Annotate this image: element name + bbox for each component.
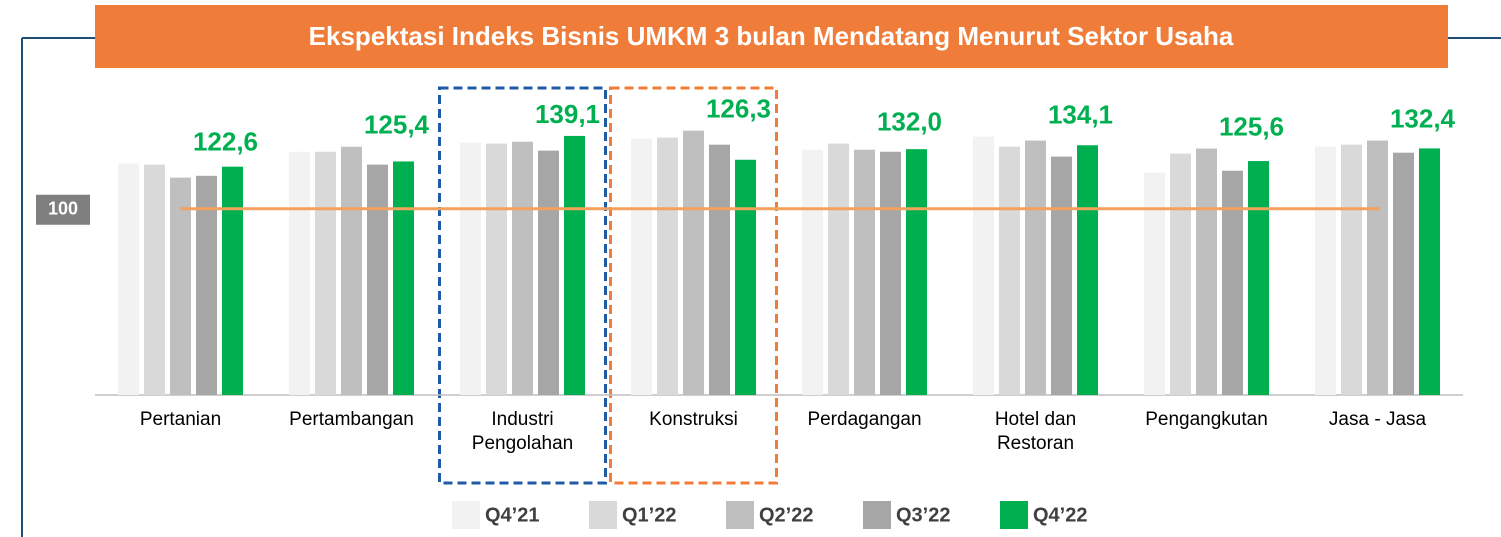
bar bbox=[564, 135, 585, 395]
legend-label: Q1’22 bbox=[622, 504, 676, 526]
x-tick-label: Pertanian bbox=[139, 409, 222, 430]
legend-label: Q2’22 bbox=[759, 504, 813, 526]
bar bbox=[1051, 156, 1072, 395]
bar bbox=[631, 138, 652, 395]
bar bbox=[315, 151, 336, 395]
bar bbox=[1315, 146, 1336, 395]
bar bbox=[735, 159, 756, 395]
bar bbox=[341, 146, 362, 395]
bar bbox=[1077, 145, 1098, 395]
x-tick-label: Hotel dan Restoran bbox=[994, 409, 1077, 454]
bar bbox=[118, 163, 139, 395]
bar bbox=[486, 143, 507, 395]
data-label: 122,6 bbox=[193, 127, 258, 157]
bar bbox=[683, 130, 704, 395]
bar bbox=[657, 137, 678, 396]
data-label: 125,6 bbox=[1219, 111, 1284, 141]
bar bbox=[196, 175, 217, 395]
bar bbox=[854, 149, 875, 395]
bar bbox=[538, 150, 559, 395]
bar bbox=[393, 161, 414, 395]
bar bbox=[880, 151, 901, 395]
title-banner bbox=[95, 5, 1448, 68]
legend-label: Q4’22 bbox=[1033, 504, 1087, 526]
x-tick-label: Jasa - Jasa bbox=[1328, 409, 1427, 430]
bar bbox=[802, 149, 823, 395]
bar bbox=[1248, 161, 1269, 395]
data-label: 139,1 bbox=[535, 99, 600, 129]
x-tick-label: Perdagangan bbox=[807, 409, 922, 430]
data-label: 125,4 bbox=[364, 110, 430, 140]
legend-swatch bbox=[452, 501, 480, 529]
x-tick-label: Konstruksi bbox=[649, 409, 738, 430]
x-tick-label: Industri Pengolahan bbox=[471, 409, 574, 454]
highlight-box bbox=[609, 86, 778, 485]
highlight-box bbox=[438, 86, 607, 485]
bar bbox=[999, 146, 1020, 395]
data-label: 132,0 bbox=[877, 106, 942, 136]
bar bbox=[709, 144, 730, 395]
legend-label: Q4’21 bbox=[485, 504, 539, 526]
bar bbox=[973, 136, 994, 395]
bar bbox=[1196, 148, 1217, 395]
legend-label: Q3’22 bbox=[896, 504, 950, 526]
bar bbox=[1419, 148, 1440, 395]
data-label: 126,3 bbox=[706, 94, 771, 124]
bar bbox=[1367, 140, 1388, 395]
bar bbox=[512, 141, 533, 395]
legend-swatch bbox=[726, 501, 754, 529]
bar bbox=[170, 177, 191, 395]
legend-swatch bbox=[589, 501, 617, 529]
data-label: 134,1 bbox=[1048, 100, 1113, 130]
bar bbox=[460, 142, 481, 395]
bar bbox=[1144, 172, 1165, 395]
bar bbox=[144, 164, 165, 395]
legend-swatch bbox=[1000, 501, 1028, 529]
legend-swatch bbox=[863, 501, 891, 529]
bar bbox=[367, 164, 388, 395]
x-tick-label: Pengangkutan bbox=[1145, 409, 1268, 430]
bar bbox=[1393, 152, 1414, 395]
bar bbox=[906, 149, 927, 395]
bar bbox=[1341, 144, 1362, 395]
bar bbox=[1222, 170, 1243, 395]
bar bbox=[1170, 153, 1191, 395]
reference-label-box bbox=[36, 194, 90, 225]
bar bbox=[289, 151, 310, 395]
chart-title: Ekspektasi Indeks Bisnis UMKM 3 bulan Me… bbox=[309, 21, 1234, 51]
bar bbox=[222, 166, 243, 395]
reference-label: 100 bbox=[48, 199, 78, 219]
bar bbox=[1025, 140, 1046, 395]
x-tick-label: Pertambangan bbox=[289, 409, 414, 430]
data-label: 132,4 bbox=[1390, 103, 1456, 133]
bar bbox=[828, 143, 849, 395]
